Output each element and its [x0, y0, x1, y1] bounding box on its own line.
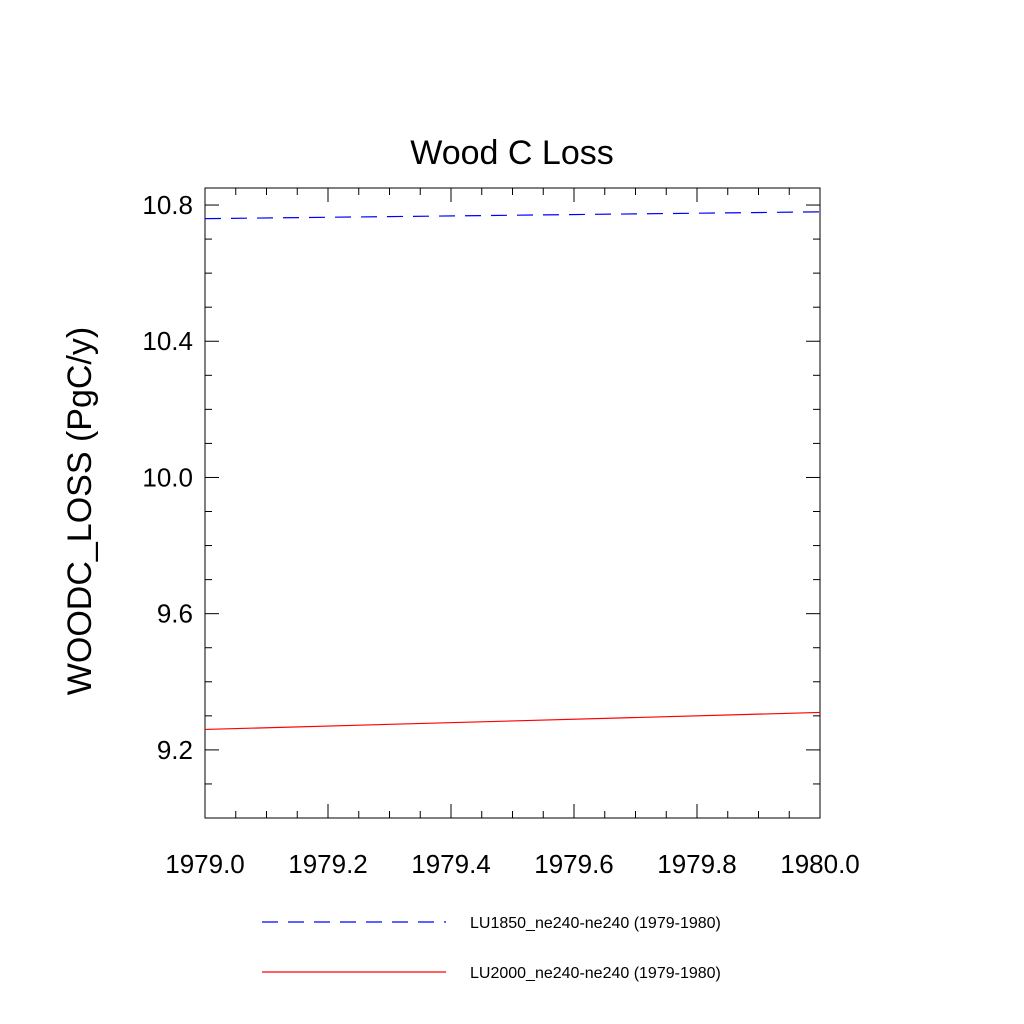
- legend-label-2: LU2000_ne240-ne240 (1979-1980): [470, 965, 721, 982]
- legend: LU1850_ne240-ne240 (1979-1980) LU2000_ne2…: [262, 915, 721, 982]
- y-axis-label: WOODC_LOSS (PgC/y): [61, 327, 99, 695]
- axes: 1979.0 1979.2 1979.4 1979.6 1979.8 1980.0 9.2 9…: [142, 187, 860, 879]
- series-lines: [204, 211, 821, 731]
- y-tick-label: 10.0: [142, 462, 193, 492]
- x-tick-label: 1979.0: [165, 849, 245, 879]
- series-line-1: [204, 211, 821, 220]
- y-tick-label: 10.4: [142, 326, 193, 356]
- x-tick-label: 1979.6: [534, 849, 614, 879]
- x-tick-label: 1979.8: [657, 849, 737, 879]
- series-line-2: [204, 711, 821, 731]
- plot-frame: [204, 187, 821, 819]
- y-tick-label: 10.8: [142, 190, 193, 220]
- legend-label-1: LU1850_ne240-ne240 (1979-1980): [470, 915, 721, 932]
- x-tick-label: 1980.0: [780, 849, 860, 879]
- x-tick-label: 1979.2: [288, 849, 368, 879]
- y-tick-label: 9.6: [157, 599, 193, 629]
- x-tick-label: 1979.4: [411, 849, 491, 879]
- chart-title: Wood C Loss: [410, 134, 613, 172]
- y-tick-label: 9.2: [157, 735, 193, 765]
